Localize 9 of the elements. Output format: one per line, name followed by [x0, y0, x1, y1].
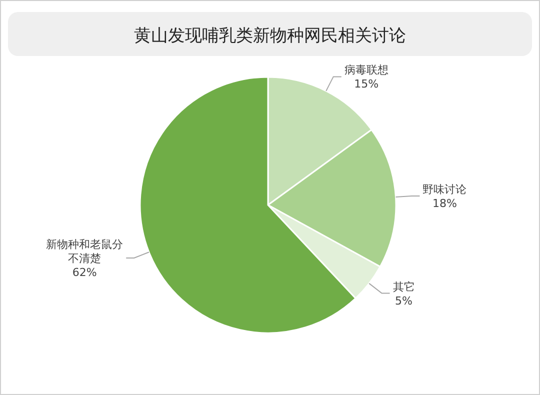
slice-label: 野味讨论 [422, 182, 467, 196]
data-label: 15% [354, 78, 379, 91]
chart-title: 黄山发现哺乳类新物种网民相关讨论 [134, 26, 406, 46]
slice-label: 其它 [392, 280, 415, 294]
slice-label: 新物种和老鼠分不清楚 [46, 238, 124, 266]
slice-label: 病毒联想 [344, 64, 388, 77]
data-label: 18% [432, 196, 457, 210]
data-label: 5% [395, 294, 413, 308]
data-label: 62% [72, 266, 97, 280]
